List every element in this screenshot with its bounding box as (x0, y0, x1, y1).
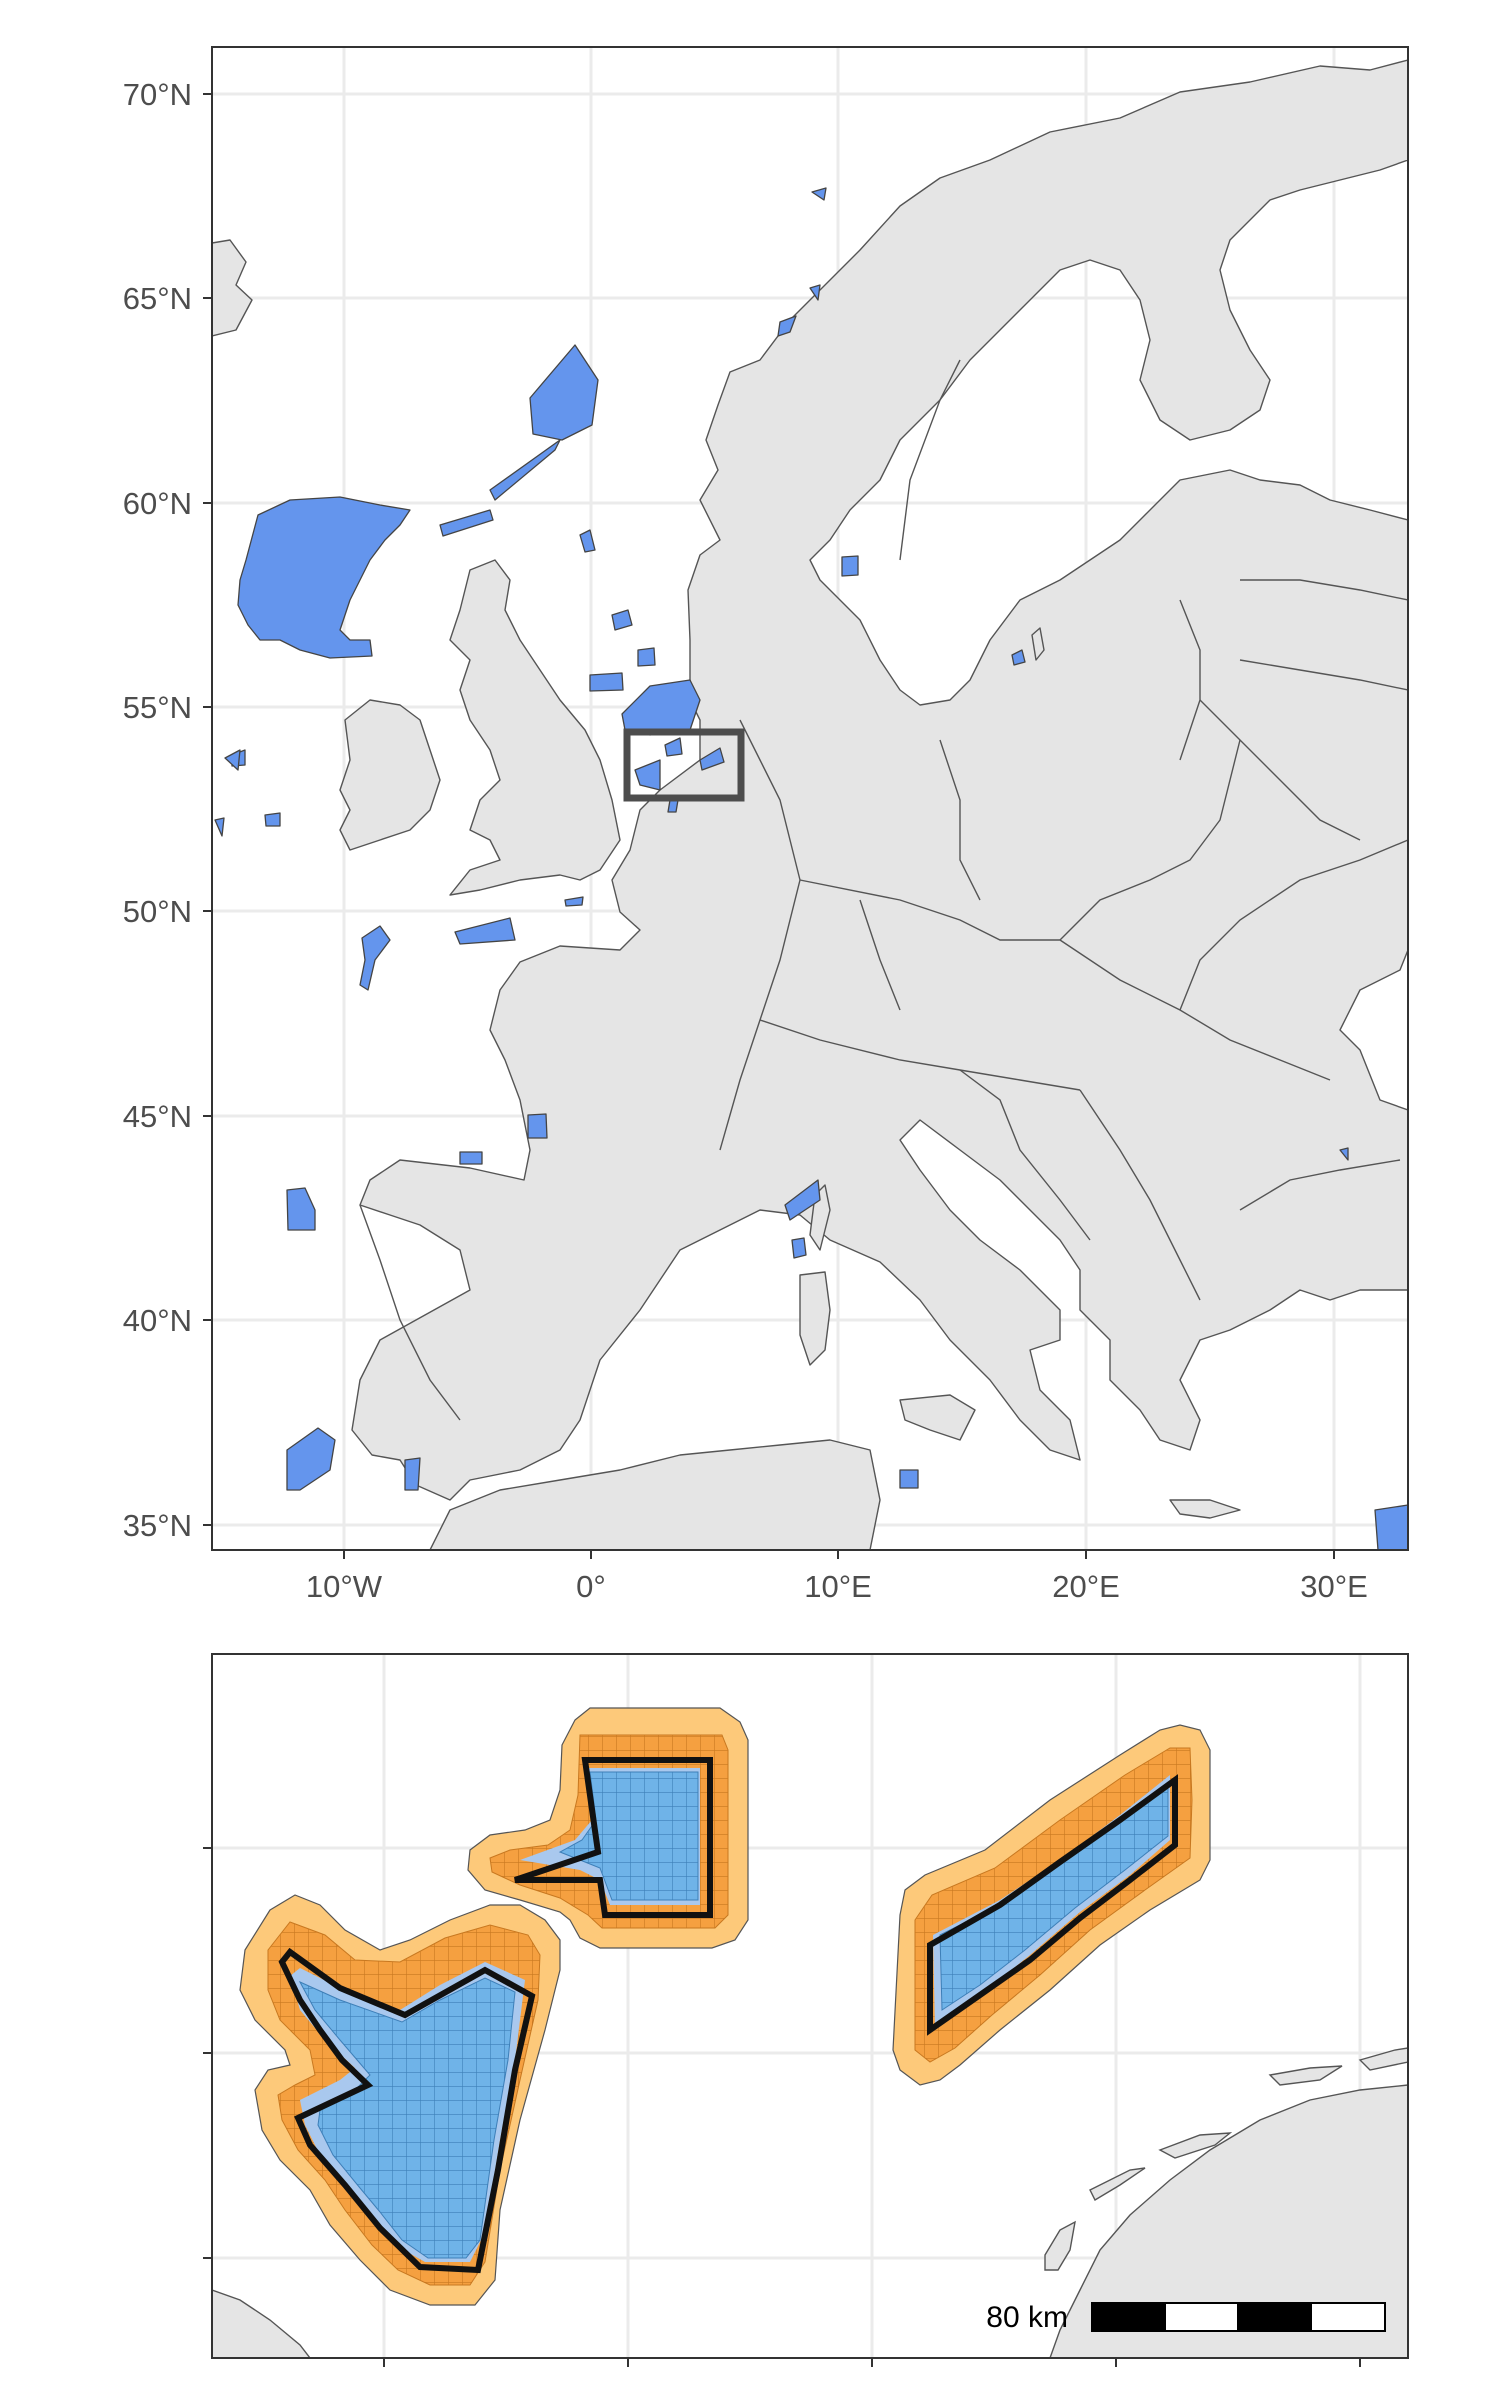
land-ameland (1268, 2065, 1343, 2086)
overview-map: 70°N 65°N 60°N 55°N 50°N 45°N 40°N 35°N … (123, 46, 1409, 1604)
land-north-africa (429, 1439, 881, 1550)
x-label: 10°W (306, 1569, 383, 1604)
mpa-outline-central (514, 1757, 713, 1918)
mpa-rockall (237, 496, 411, 659)
mpa-madeira (286, 1427, 336, 1491)
land-continent (351, 59, 1408, 1501)
mpa-denmark (841, 555, 859, 577)
y-label: 70°N (123, 77, 192, 112)
land-crete (1169, 1499, 1241, 1519)
y-label: 40°N (123, 1303, 192, 1338)
land-uk-corner (212, 2289, 311, 2358)
mpa-north-sea-d (579, 529, 596, 553)
x-label: 0° (576, 1569, 606, 1604)
x-label: 20°E (1052, 1569, 1120, 1604)
mpa-outline-west (278, 1947, 536, 2274)
mpa-ireland-sw (264, 812, 281, 827)
overview-x-axis-labels: 10°W 0° 10°E 20°E 30°E (306, 1569, 1368, 1604)
overview-map-frame (211, 46, 1409, 1551)
land-netherlands (1049, 2084, 1408, 2358)
overview-axis-ticks (203, 93, 1335, 1559)
detail-map-frame (211, 1653, 1409, 2359)
land-wadden-east (1358, 2047, 1408, 2071)
mpa-north-sea-c (611, 609, 633, 631)
detail-land (212, 2047, 1408, 2358)
land-gotland (1031, 627, 1045, 661)
y-label: 35°N (123, 1508, 192, 1543)
mpa-norway-1 (777, 315, 797, 337)
y-label: 45°N (123, 1099, 192, 1134)
land-vlieland (1089, 2167, 1146, 2201)
mpa-biscay (527, 1113, 548, 1139)
mpa-channel (454, 917, 516, 945)
inset-extent-box (623, 728, 745, 802)
land-terschelling (1158, 2132, 1233, 2159)
mpa-inset-3 (664, 737, 683, 757)
overview-y-axis-labels: 70°N 65°N 60°N 55°N 50°N 45°N 40°N 35°N (123, 77, 192, 1543)
mpa-outline-east (927, 1774, 1178, 2036)
mpa-canary (404, 1457, 421, 1491)
detail-map: 80 km (203, 1653, 1409, 2367)
mpa-black-sea (1339, 1147, 1349, 1161)
mpa-inset-4 (667, 799, 679, 813)
land-sicily (899, 1394, 976, 1441)
protected-areas (214, 187, 1408, 1550)
core-cells-central (558, 1771, 699, 1901)
scale-bar: 80 km (986, 2301, 1386, 2334)
detail-axis-ticks (203, 1847, 1361, 2367)
mpa-aegean (1374, 1504, 1408, 1550)
mpa-celtic-sea (359, 925, 391, 991)
land-iceland (212, 239, 253, 337)
mpa-inset-2 (699, 747, 725, 771)
mpa-tyrrhenian (784, 1179, 821, 1221)
mpa-norway-2 (811, 187, 827, 201)
country-borders (359, 359, 1408, 1421)
mpa-faroe (529, 344, 599, 441)
mpa-ligurian (791, 1237, 807, 1259)
protected-area-outlines (278, 1757, 1178, 2274)
mpa-north-sea-a (637, 647, 656, 667)
scale-segment-2 (1164, 2302, 1239, 2332)
mpa-shetland-strip (489, 439, 561, 501)
mpa-baltic (1011, 649, 1026, 666)
mpa-channel-2 (564, 896, 584, 907)
core-grid-cells (298, 1771, 1169, 2259)
mpa-inset-1 (634, 759, 661, 791)
mpa-biscay-2 (459, 1151, 483, 1165)
land-sardinia (799, 1271, 831, 1366)
y-label: 55°N (123, 690, 192, 725)
mpa-norway-3 (809, 284, 821, 301)
mpa-azores-1 (286, 1187, 316, 1231)
x-label: 30°E (1300, 1569, 1368, 1604)
mpa-north-strip (439, 509, 494, 537)
y-label: 60°N (123, 486, 192, 521)
land-ireland (339, 699, 441, 851)
scale-segment-3 (1237, 2302, 1312, 2332)
mpa-north-sea-b (589, 672, 624, 692)
mpa-shelf (224, 749, 241, 771)
y-label: 50°N (123, 894, 192, 929)
y-label: 65°N (123, 281, 192, 316)
land-great-britain (449, 559, 621, 896)
mpa-sicily (899, 1469, 919, 1489)
mpa-far-west (214, 817, 225, 837)
scale-bar-label: 80 km (986, 2301, 1068, 2334)
scale-segment-1 (1091, 2302, 1166, 2332)
scale-segment-4 (1310, 2302, 1386, 2332)
x-label: 10°E (804, 1569, 872, 1604)
land-texel (1044, 2220, 1076, 2271)
